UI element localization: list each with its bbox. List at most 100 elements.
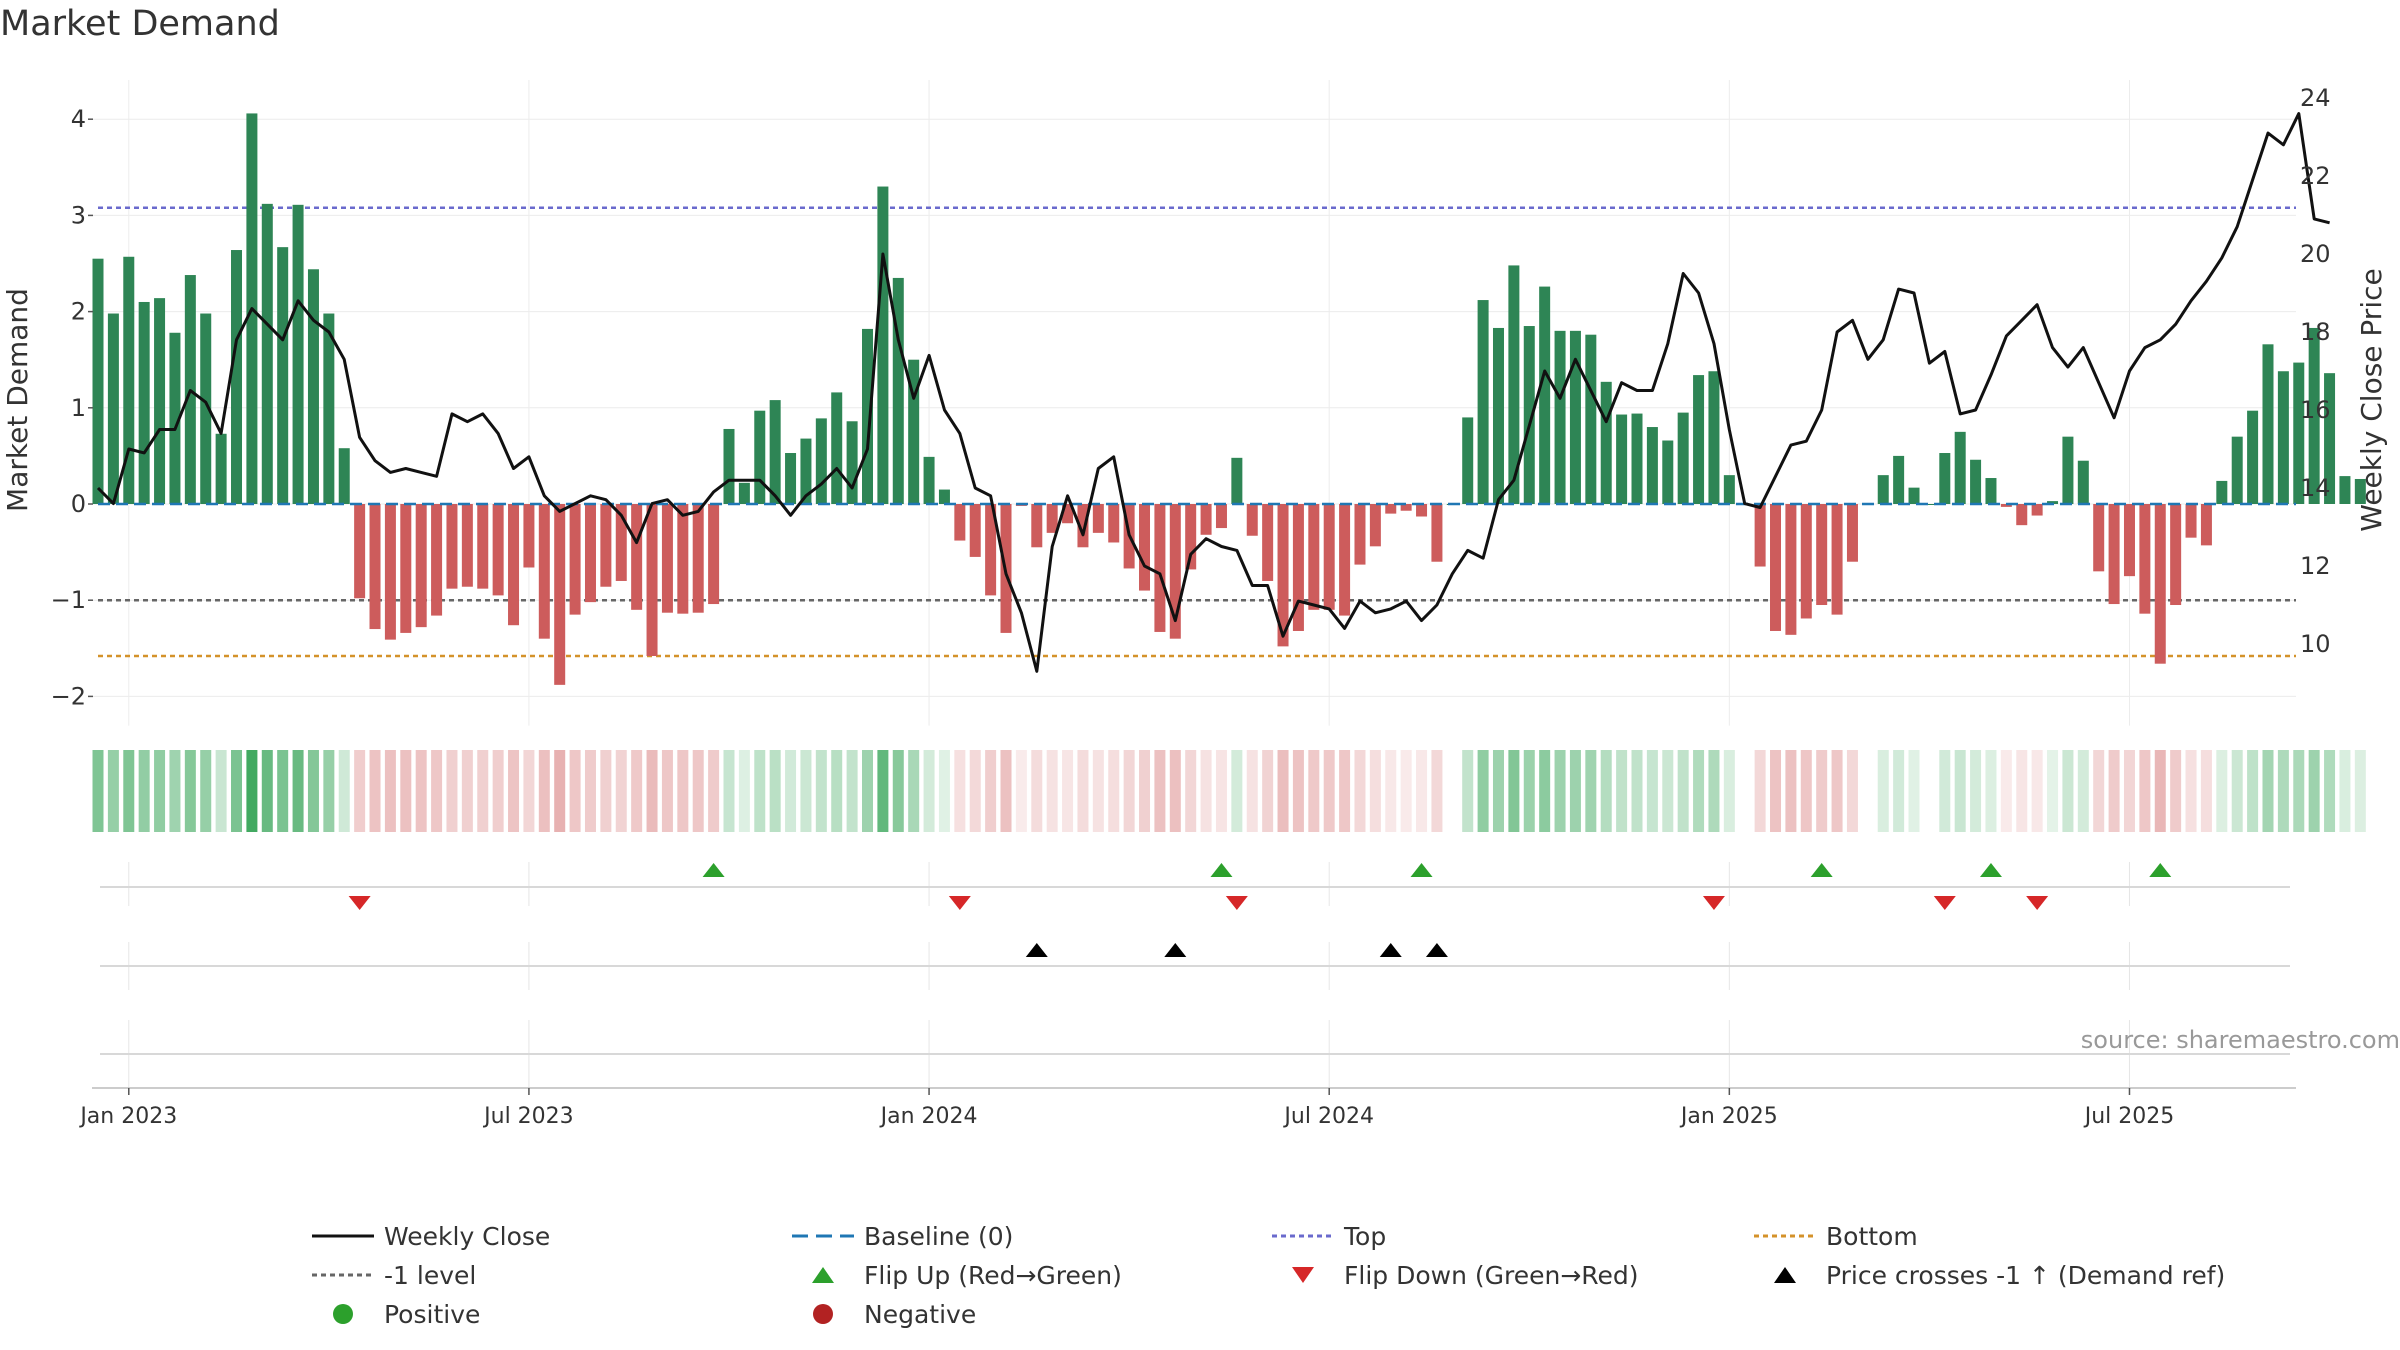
demand-bar: [1754, 504, 1766, 567]
source-label: source: sharemaestro.com: [2081, 1026, 2400, 1054]
heat-cell: [1723, 750, 1735, 832]
demand-bar: [154, 298, 166, 504]
heat-cell: [1616, 750, 1628, 832]
heat-cell: [1569, 750, 1581, 832]
demand-bar: [1246, 504, 1258, 536]
heat-cell: [261, 750, 273, 832]
demand-bar: [954, 504, 966, 541]
heat-cell: [1554, 750, 1566, 832]
demand-bar: [1877, 475, 1889, 504]
heat-cell: [1200, 750, 1212, 832]
legend-label: Top: [1343, 1222, 1386, 1251]
demand-bar: [1031, 504, 1043, 548]
heat-cell: [677, 750, 689, 832]
demand-bar: [2016, 504, 2028, 526]
demand-bar: [584, 504, 596, 603]
demand-bar: [738, 482, 750, 504]
demand-bar: [708, 504, 720, 605]
heat-cell: [1339, 750, 1351, 832]
right-tick-label: 16: [2300, 396, 2331, 424]
demand-bar: [1631, 413, 1643, 504]
demand-bar: [2154, 504, 2166, 664]
demand-bar: [2031, 504, 2043, 516]
demand-bar: [1385, 504, 1397, 514]
demand-bar: [1062, 504, 1074, 524]
heat-cell: [800, 750, 812, 832]
heat-cell: [1970, 750, 1982, 832]
demand-bar: [677, 504, 689, 614]
demand-bar: [1431, 504, 1443, 562]
heat-cell: [307, 750, 319, 832]
demand-bar: [1893, 455, 1905, 504]
heat-cell: [246, 750, 258, 832]
demand-bar: [138, 301, 150, 504]
demand-bar: [523, 504, 535, 568]
heat-cell: [631, 750, 643, 832]
demand-bar: [877, 186, 889, 505]
demand-bar: [2200, 504, 2212, 546]
flip-down-marker: [2026, 896, 2049, 910]
heat-cell: [646, 750, 658, 832]
heat-cell: [1693, 750, 1705, 832]
demand-bar: [1662, 440, 1674, 504]
heat-cell: [1954, 750, 1966, 832]
demand-bar: [1292, 504, 1304, 631]
heat-cell: [354, 750, 366, 832]
heat-cell: [200, 750, 212, 832]
demand-bar: [923, 456, 935, 504]
x-tick-label: Jul 2024: [1282, 1104, 1374, 1129]
heat-cell: [1677, 750, 1689, 832]
legend-swatch-flip-up: [812, 1267, 834, 1283]
heat-cell: [1831, 750, 1843, 832]
legend-label: Flip Down (Green→Red): [1344, 1261, 1639, 1290]
weekly-close-line: [96, 112, 2330, 673]
legend-label: Positive: [384, 1300, 480, 1329]
heat-cell: [2339, 750, 2351, 832]
flip-up-marker: [1410, 863, 1433, 877]
demand-bar: [1816, 504, 1828, 606]
heat-cell: [446, 750, 458, 832]
legend-label: Weekly Close: [384, 1222, 550, 1251]
left-tick-label: 3: [71, 201, 86, 229]
heat-cell: [1139, 750, 1151, 832]
demand-bar: [692, 504, 704, 613]
heat-cell: [2047, 750, 2059, 832]
demand-bar: [1831, 504, 1843, 615]
demand-bar: [1954, 431, 1966, 504]
demand-bar: [1046, 504, 1058, 533]
demand-bar: [2308, 327, 2320, 504]
demand-bar: [477, 504, 489, 589]
demand-bar: [123, 256, 135, 504]
demand-bar: [508, 504, 520, 626]
demand-bar: [754, 410, 766, 504]
demand-bar: [2000, 504, 2012, 507]
heat-cell: [1770, 750, 1782, 832]
legend: Weekly Close Baseline (0) Top Bottom -1 leve…: [312, 1222, 2225, 1329]
heat-cell: [954, 750, 966, 832]
heat-cell: [1185, 750, 1197, 832]
demand-bar: [2262, 344, 2274, 504]
heat-cell: [785, 750, 797, 832]
heat-cell: [2031, 750, 2043, 832]
demand-bar: [231, 250, 243, 504]
heat-cell: [615, 750, 627, 832]
demand-bar: [1339, 504, 1351, 616]
heat-cell: [1600, 750, 1612, 832]
demand-bar: [1585, 334, 1597, 504]
heat-cell: [1877, 750, 1889, 832]
demand-bar: [2047, 501, 2059, 504]
heat-cell: [1846, 750, 1858, 832]
demand-bar: [1723, 475, 1735, 504]
heat-cell: [477, 750, 489, 832]
heat-cell: [923, 750, 935, 832]
heat-cell: [1939, 750, 1951, 832]
heat-cell: [1092, 750, 1104, 832]
heat-cell: [1385, 750, 1397, 832]
heat-cell: [1262, 750, 1274, 832]
heat-cell: [1108, 750, 1120, 832]
flip-up-marker: [1810, 863, 1833, 877]
demand-bar: [1539, 286, 1551, 504]
heat-cell: [969, 750, 981, 832]
heat-cell: [1508, 750, 1520, 832]
